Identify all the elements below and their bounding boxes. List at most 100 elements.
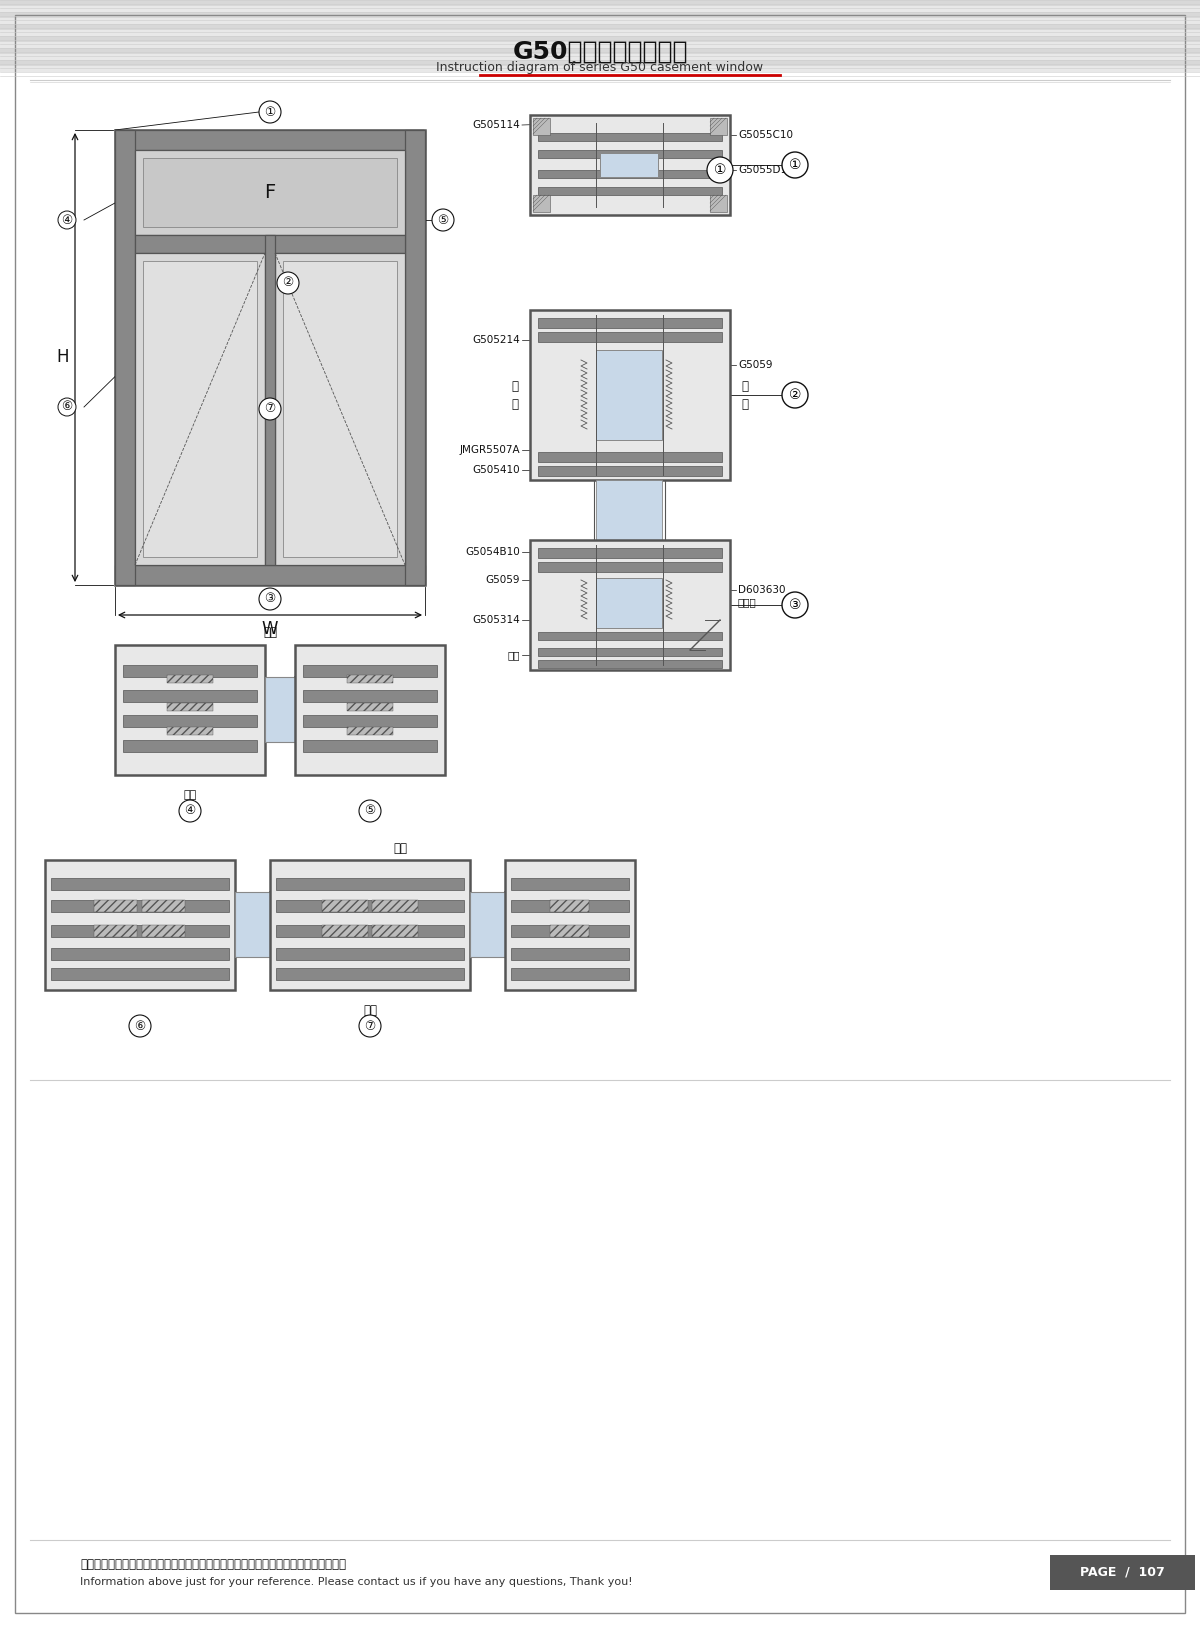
Bar	[538, 632, 722, 640]
Circle shape	[179, 799, 202, 822]
Text: G505114: G505114	[473, 120, 520, 130]
Bar	[0, 0, 1200, 7]
Text: H: H	[56, 348, 70, 366]
Bar	[302, 690, 437, 702]
Circle shape	[58, 212, 76, 230]
Circle shape	[359, 799, 382, 822]
Circle shape	[782, 593, 808, 619]
Bar	[511, 969, 629, 980]
Bar	[115, 565, 425, 584]
Bar	[0, 42, 1200, 47]
Text: ⑦: ⑦	[264, 402, 276, 415]
Bar	[322, 900, 368, 912]
Text: Instruction diagram of series G50 casement window: Instruction diagram of series G50 caseme…	[437, 62, 763, 75]
Bar	[276, 900, 464, 912]
Bar	[142, 900, 185, 912]
Bar	[167, 703, 214, 711]
Bar	[596, 578, 662, 628]
Bar	[538, 187, 722, 195]
Bar	[295, 645, 445, 775]
Circle shape	[782, 383, 808, 409]
Text: D603630: D603630	[738, 584, 786, 594]
Bar	[530, 540, 730, 671]
Bar	[0, 29, 1200, 36]
Text: ①: ①	[714, 163, 726, 177]
Bar	[50, 900, 229, 912]
Bar	[406, 130, 425, 584]
Bar	[347, 703, 394, 711]
Bar	[530, 309, 730, 480]
Text: G505410: G505410	[473, 466, 520, 475]
Text: ①: ①	[264, 106, 276, 119]
Text: ①: ①	[788, 158, 802, 173]
Text: G505214: G505214	[473, 335, 520, 345]
Bar	[538, 453, 722, 462]
Bar	[511, 900, 629, 912]
Circle shape	[277, 272, 299, 295]
Bar	[115, 130, 425, 584]
Bar	[511, 947, 629, 961]
Text: G505314: G505314	[473, 615, 520, 625]
Text: 室外: 室外	[184, 790, 197, 799]
Bar	[124, 664, 257, 677]
Bar	[115, 130, 134, 584]
Text: G5055C10: G5055C10	[738, 130, 793, 140]
Bar	[596, 480, 662, 540]
Bar	[372, 925, 418, 938]
Bar	[347, 728, 394, 734]
Bar	[550, 900, 589, 912]
Circle shape	[259, 101, 281, 124]
Bar	[0, 7, 1200, 11]
Circle shape	[259, 588, 281, 610]
Bar	[505, 860, 635, 990]
Text: ③: ③	[788, 597, 802, 612]
Bar	[538, 562, 722, 571]
Bar	[167, 676, 214, 684]
Bar	[538, 317, 722, 327]
Bar	[134, 150, 406, 234]
Bar	[50, 877, 229, 891]
Bar	[94, 925, 137, 938]
Text: G50系列平开窗结构图: G50系列平开窗结构图	[512, 41, 688, 63]
Bar	[265, 234, 275, 565]
Text: ⑦: ⑦	[365, 1019, 376, 1032]
Text: W: W	[262, 620, 278, 638]
Text: ⑥: ⑥	[61, 400, 73, 414]
Text: ⑤: ⑤	[437, 213, 449, 226]
Text: PAGE  /  107: PAGE / 107	[1080, 1566, 1164, 1579]
Text: ②: ②	[282, 277, 294, 290]
Text: 室外: 室外	[364, 1003, 377, 1016]
Bar	[265, 677, 295, 742]
Text: 角码配: 角码配	[738, 597, 757, 607]
Bar	[538, 648, 722, 656]
Bar	[511, 877, 629, 891]
Bar	[270, 860, 470, 990]
Text: ⑥: ⑥	[61, 400, 73, 414]
Bar	[533, 195, 550, 212]
Bar	[124, 715, 257, 728]
Bar	[0, 18, 1200, 24]
Bar	[283, 260, 397, 557]
Text: ④: ④	[185, 804, 196, 817]
Text: JMGR5507A: JMGR5507A	[460, 444, 520, 454]
Text: 窗撑: 窗撑	[508, 650, 520, 659]
Bar	[50, 969, 229, 980]
Bar	[538, 332, 722, 342]
Text: 室内: 室内	[394, 842, 407, 855]
Bar	[235, 892, 270, 957]
Bar	[538, 133, 722, 142]
Bar	[46, 860, 235, 990]
Text: 室
外: 室 外	[742, 379, 749, 410]
Bar	[134, 252, 265, 565]
Bar	[276, 947, 464, 961]
Text: 室
内: 室 内	[511, 379, 518, 410]
Text: ③: ③	[264, 593, 276, 606]
Circle shape	[130, 1014, 151, 1037]
Text: G5054B10: G5054B10	[466, 547, 520, 557]
Bar	[538, 549, 722, 558]
Bar	[0, 11, 1200, 18]
Bar	[0, 36, 1200, 42]
Bar	[710, 195, 727, 212]
Bar	[596, 350, 662, 440]
Text: 室内: 室内	[263, 627, 277, 640]
